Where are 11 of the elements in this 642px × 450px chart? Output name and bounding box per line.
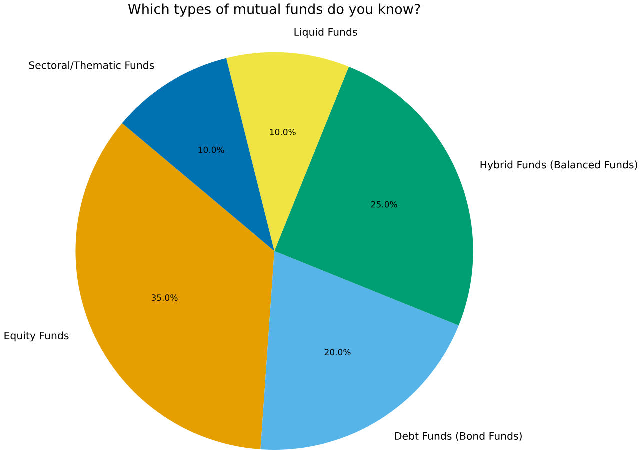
slice-label: Debt Funds (Bond Funds): [395, 432, 522, 442]
data-label: 25.0%: [371, 201, 398, 208]
chart-title: Which types of mutual funds do you know?: [128, 4, 420, 17]
slice-label: Sectoral/Thematic Funds: [29, 61, 154, 70]
data-label: 20.0%: [324, 349, 351, 356]
data-label: 10.0%: [270, 128, 296, 136]
data-label: 35.0%: [152, 294, 178, 302]
slice-label: Equity Funds: [4, 332, 69, 342]
data-label: 10.0%: [198, 146, 224, 154]
slice-label: Hybrid Funds (Balanced Funds): [480, 160, 638, 171]
slice-label: Liquid Funds: [294, 28, 358, 38]
